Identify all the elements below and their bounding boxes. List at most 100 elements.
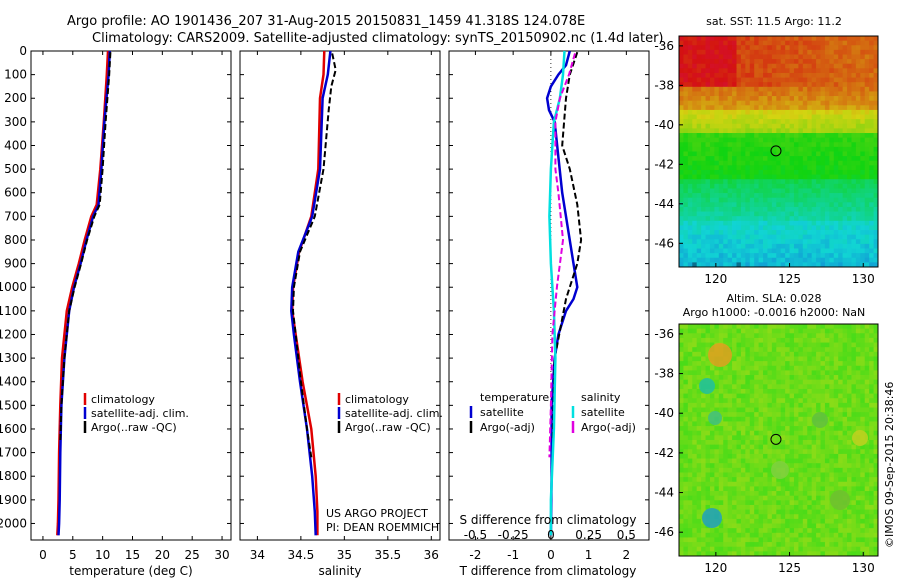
- map-cell: [740, 36, 746, 42]
- map-cell: [701, 398, 706, 404]
- map-cell: [829, 36, 835, 42]
- x-tick-label: 30: [214, 548, 229, 562]
- map-cell: [842, 105, 848, 111]
- map-cell: [679, 388, 684, 394]
- map-cell: [727, 146, 733, 152]
- map-cell: [754, 105, 759, 111]
- map-cell: [709, 328, 715, 334]
- map-cell: [873, 407, 879, 413]
- map-cell: [749, 128, 755, 134]
- map-cell: [798, 347, 804, 353]
- map-cell: [714, 370, 720, 376]
- map-cell: [847, 82, 852, 88]
- map-cell: [701, 356, 706, 362]
- map-cell: [833, 239, 839, 245]
- map-cell: [687, 197, 693, 203]
- map-cell: [869, 257, 874, 263]
- map-cell: [705, 472, 711, 478]
- map-cell: [816, 328, 821, 334]
- map-cell: [767, 188, 773, 194]
- map-cell: [740, 165, 746, 171]
- map-cell: [732, 243, 737, 249]
- map-cell: [709, 36, 715, 42]
- map-cell: [869, 379, 874, 385]
- map-cell: [683, 449, 689, 455]
- map-cell: [740, 243, 746, 249]
- map-cell: [745, 59, 751, 65]
- map-cell: [687, 230, 693, 236]
- map-cell: [833, 542, 839, 548]
- map-cell: [838, 453, 844, 459]
- map-cell: [683, 393, 689, 399]
- map-cell: [763, 188, 768, 194]
- map-cell: [789, 63, 795, 69]
- map-cell: [705, 375, 711, 381]
- map-cell: [842, 160, 848, 166]
- map-cell: [740, 333, 746, 339]
- map-cell: [745, 169, 751, 175]
- map-cell: [732, 202, 737, 208]
- map-cell: [793, 165, 799, 171]
- map-cell: [718, 243, 724, 249]
- map-cell: [701, 528, 706, 534]
- map-cell: [723, 542, 729, 548]
- map-cell: [851, 165, 857, 171]
- map-cell: [807, 216, 813, 222]
- map-cell: [763, 169, 768, 175]
- map-cell: [851, 514, 857, 520]
- map-cell: [727, 160, 733, 166]
- map-cell: [767, 183, 773, 189]
- map-cell: [732, 119, 737, 125]
- map-cell: [692, 546, 698, 552]
- x-tick-label: 2: [623, 548, 631, 562]
- map-cell: [763, 216, 768, 222]
- map-cell: [732, 248, 737, 254]
- map-cell: [727, 96, 733, 102]
- map-cell: [714, 45, 720, 51]
- map-cell: [855, 361, 861, 367]
- map-cell: [749, 142, 755, 148]
- map-cell: [758, 257, 764, 263]
- map-cell: [754, 220, 759, 226]
- map-cell: [696, 243, 702, 249]
- map-cell: [873, 165, 879, 171]
- map-cell: [869, 532, 874, 538]
- map-cell: [816, 54, 821, 60]
- map-cell: [798, 72, 804, 78]
- map-cell: [807, 324, 813, 330]
- map-cell: [736, 211, 742, 217]
- map-cell: [679, 169, 684, 175]
- map-cell: [851, 500, 857, 506]
- map-cell: [705, 206, 711, 212]
- map-cell: [785, 123, 790, 129]
- map-cell: [873, 169, 879, 175]
- map-cell: [745, 193, 751, 199]
- map-cell: [696, 504, 702, 510]
- map-cell: [732, 486, 737, 492]
- map-cell: [807, 262, 813, 268]
- map-cell: [807, 68, 813, 74]
- map-cell: [807, 174, 813, 180]
- map-cell: [851, 151, 857, 157]
- map-cell: [754, 230, 759, 236]
- map-cell: [776, 123, 782, 129]
- map-cell: [679, 444, 684, 450]
- map-cell: [736, 109, 742, 115]
- map-cell: [873, 421, 879, 427]
- map-cell: [683, 356, 689, 362]
- map-cell: [736, 426, 742, 432]
- map-cell: [679, 347, 684, 353]
- map-cell: [847, 477, 852, 483]
- map-cell: [847, 257, 852, 263]
- map-cell: [864, 365, 870, 371]
- map-cell: [758, 179, 764, 185]
- map-cell: [767, 239, 773, 245]
- map-cell: [745, 105, 751, 111]
- map-cell: [816, 477, 821, 483]
- map-cell: [802, 467, 808, 473]
- map-cell: [705, 179, 711, 185]
- map-cell: [824, 156, 830, 162]
- map-cell: [758, 216, 764, 222]
- map-cell: [754, 160, 759, 166]
- map-cell: [723, 96, 729, 102]
